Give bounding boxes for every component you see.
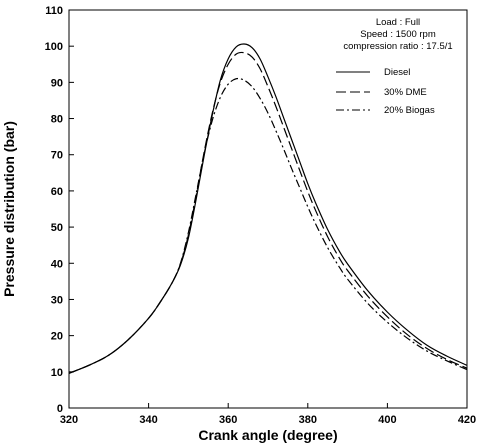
- x-axis-ticks: 320 340 360 380 400 420: [60, 403, 476, 426]
- legend-label-dme: 30% DME: [384, 87, 427, 98]
- legend: Diesel 30% DME 20% Biogas: [336, 67, 435, 116]
- y-tick-label: 10: [51, 367, 63, 379]
- y-tick-label: 80: [51, 114, 63, 126]
- y-tick-label: 100: [45, 41, 63, 53]
- condition-notes: Load : Full Speed : 1500 rpm compression…: [343, 17, 452, 52]
- y-axis-title: Pressure distribution (bar): [1, 121, 17, 297]
- x-tick-label: 420: [458, 414, 476, 426]
- y-tick-label: 50: [51, 222, 63, 234]
- x-tick-label: 380: [299, 414, 317, 426]
- plot-frame: [68, 9, 468, 409]
- x-tick-label: 320: [60, 414, 78, 426]
- y-tick-label: 90: [51, 77, 63, 89]
- series-line-1: [68, 51, 468, 374]
- note-load: Load : Full: [376, 17, 420, 28]
- x-tick-label: 400: [378, 414, 396, 426]
- legend-label-biogas: 20% Biogas: [384, 105, 435, 116]
- x-tick-label: 360: [219, 414, 237, 426]
- note-speed: Speed : 1500 rpm: [360, 29, 436, 40]
- y-tick-label: 0: [57, 403, 63, 415]
- series-lines: [68, 43, 468, 374]
- y-tick-label: 40: [51, 258, 63, 270]
- y-tick-label: 70: [51, 150, 63, 162]
- x-tick-label: 340: [139, 414, 157, 426]
- note-compression: compression ratio : 17.5/1: [343, 41, 452, 52]
- y-tick-label: 110: [45, 5, 63, 17]
- legend-label-diesel: Diesel: [384, 67, 410, 78]
- series-line-2: [68, 77, 468, 374]
- y-tick-label: 60: [51, 186, 63, 198]
- y-tick-label: 20: [51, 331, 63, 343]
- y-axis-ticks: 0 10 20 30 40 50 60 70 80 90 100 110: [45, 5, 74, 415]
- x-axis-title: Crank angle (degree): [198, 427, 337, 443]
- y-tick-label: 30: [51, 294, 63, 306]
